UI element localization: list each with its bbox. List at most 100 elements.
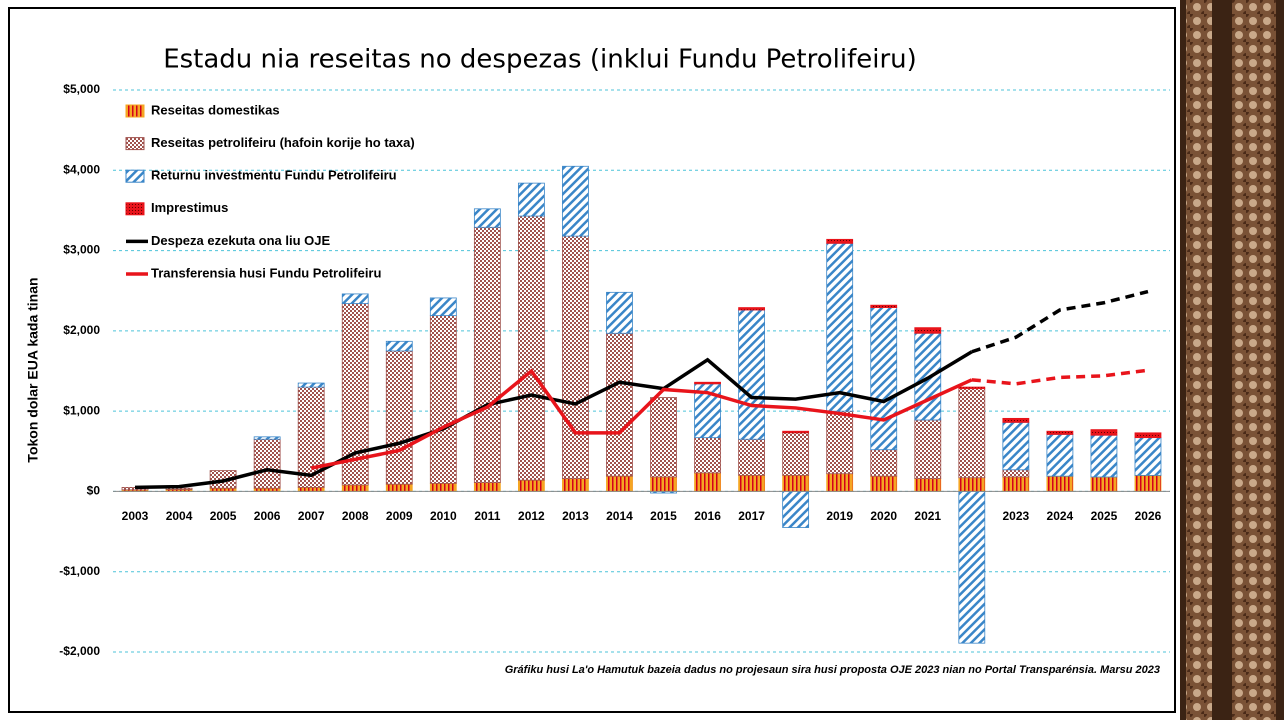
bar <box>1135 475 1161 491</box>
bar <box>739 308 765 310</box>
y-tick-label: $1,000 <box>63 403 100 417</box>
x-tick-label: 2015 <box>650 509 677 523</box>
bar <box>871 308 897 450</box>
bar <box>915 420 941 479</box>
legend-label: Returnu investmentu Fundu Petrolifeiru <box>151 168 397 183</box>
x-tick-label: 2008 <box>342 509 369 523</box>
chart: Estadu nia reseitas no despezas (inklui … <box>0 0 1284 720</box>
chart-title: Estadu nia reseitas no despezas (inklui … <box>163 45 917 75</box>
bar <box>695 473 721 491</box>
bar <box>827 243 853 411</box>
bar <box>739 439 765 475</box>
x-tick-label: 2024 <box>1047 509 1074 523</box>
x-tick-label: 2007 <box>298 509 325 523</box>
x-tick-label: 2016 <box>694 509 721 523</box>
bar <box>915 328 941 334</box>
legend-swatch <box>126 105 144 117</box>
bar <box>430 483 456 491</box>
bar <box>871 476 897 491</box>
x-tick-label: 2004 <box>166 509 193 523</box>
legend-label: Transferensia husi Fundu Petrolifeiru <box>151 265 381 280</box>
y-tick-label: $5,000 <box>63 82 100 96</box>
x-tick-label: 2017 <box>738 509 765 523</box>
bar <box>1003 470 1029 477</box>
bar <box>386 341 412 351</box>
bar <box>606 292 632 333</box>
bar <box>959 389 985 478</box>
bar <box>827 474 853 492</box>
bar <box>518 480 544 491</box>
x-tick-label: 2003 <box>122 509 149 523</box>
x-tick-label: 2019 <box>826 509 853 523</box>
x-tick-label: 2009 <box>386 509 413 523</box>
bar <box>783 431 809 433</box>
bar <box>298 487 324 491</box>
footnote: Gráfiku husi La'o Hamutuk bazeia dadus n… <box>505 664 1160 676</box>
bar <box>254 437 280 439</box>
bar <box>562 166 588 236</box>
bar <box>518 216 544 480</box>
bar <box>827 411 853 474</box>
frame-ornament <box>1232 0 1276 720</box>
y-tick-label: $3,000 <box>63 243 100 257</box>
bar <box>1047 431 1073 434</box>
frame-ornament <box>1186 0 1212 720</box>
bar <box>342 485 368 491</box>
bar <box>1003 422 1029 469</box>
x-tick-label: 2013 <box>562 509 589 523</box>
bar <box>342 294 368 304</box>
bar <box>474 227 500 482</box>
bar <box>651 477 677 491</box>
bar <box>783 491 809 527</box>
bar <box>606 333 632 476</box>
bar <box>518 183 544 216</box>
x-tick-label: 2026 <box>1135 509 1162 523</box>
legend-label: Despeza ezekuta ona liu OJE <box>151 233 331 248</box>
bar <box>783 433 809 476</box>
bar <box>298 383 324 387</box>
bar <box>959 491 985 643</box>
x-tick-label: 2005 <box>210 509 237 523</box>
bar <box>739 475 765 491</box>
x-tick-label: 2014 <box>606 509 633 523</box>
x-tick-label: 2025 <box>1091 509 1118 523</box>
x-tick-label: 2012 <box>518 509 545 523</box>
legend-swatch <box>126 170 144 182</box>
x-tick-label: 2006 <box>254 509 281 523</box>
bar <box>1047 476 1073 491</box>
bar <box>739 310 765 439</box>
bar <box>386 351 412 484</box>
x-tick-label: 2010 <box>430 509 457 523</box>
y-tick-label: $2,000 <box>63 323 100 337</box>
legend-swatch <box>126 203 144 215</box>
bar <box>959 478 985 492</box>
y-tick-label: -$1,000 <box>59 564 100 578</box>
bar <box>651 397 677 476</box>
legend-label: Imprestimus <box>151 200 228 215</box>
bar <box>1091 435 1117 477</box>
bar <box>871 450 897 476</box>
bar <box>562 236 588 478</box>
bar <box>386 484 412 491</box>
bar <box>562 479 588 492</box>
bar <box>1091 477 1117 491</box>
bar <box>695 438 721 473</box>
bar <box>1135 438 1161 476</box>
bar <box>430 298 456 316</box>
legend-label: Reseitas petrolifeiru (hafoin korije ho … <box>151 135 415 150</box>
bar <box>474 209 500 227</box>
y-axis-label: Tokon dolar EUA kada tinan <box>25 277 41 462</box>
y-tick-label: $0 <box>87 484 101 498</box>
bar <box>959 387 985 389</box>
bar <box>871 305 897 307</box>
bar <box>1135 433 1161 438</box>
bar <box>915 479 941 492</box>
bar <box>1003 477 1029 491</box>
x-tick-label: 2023 <box>1003 509 1030 523</box>
legend-swatch <box>126 138 144 150</box>
bar <box>254 439 280 488</box>
bar <box>474 483 500 492</box>
y-tick-label: $4,000 <box>63 162 100 176</box>
bar <box>783 475 809 491</box>
legend-label: Reseitas domestikas <box>151 102 280 117</box>
